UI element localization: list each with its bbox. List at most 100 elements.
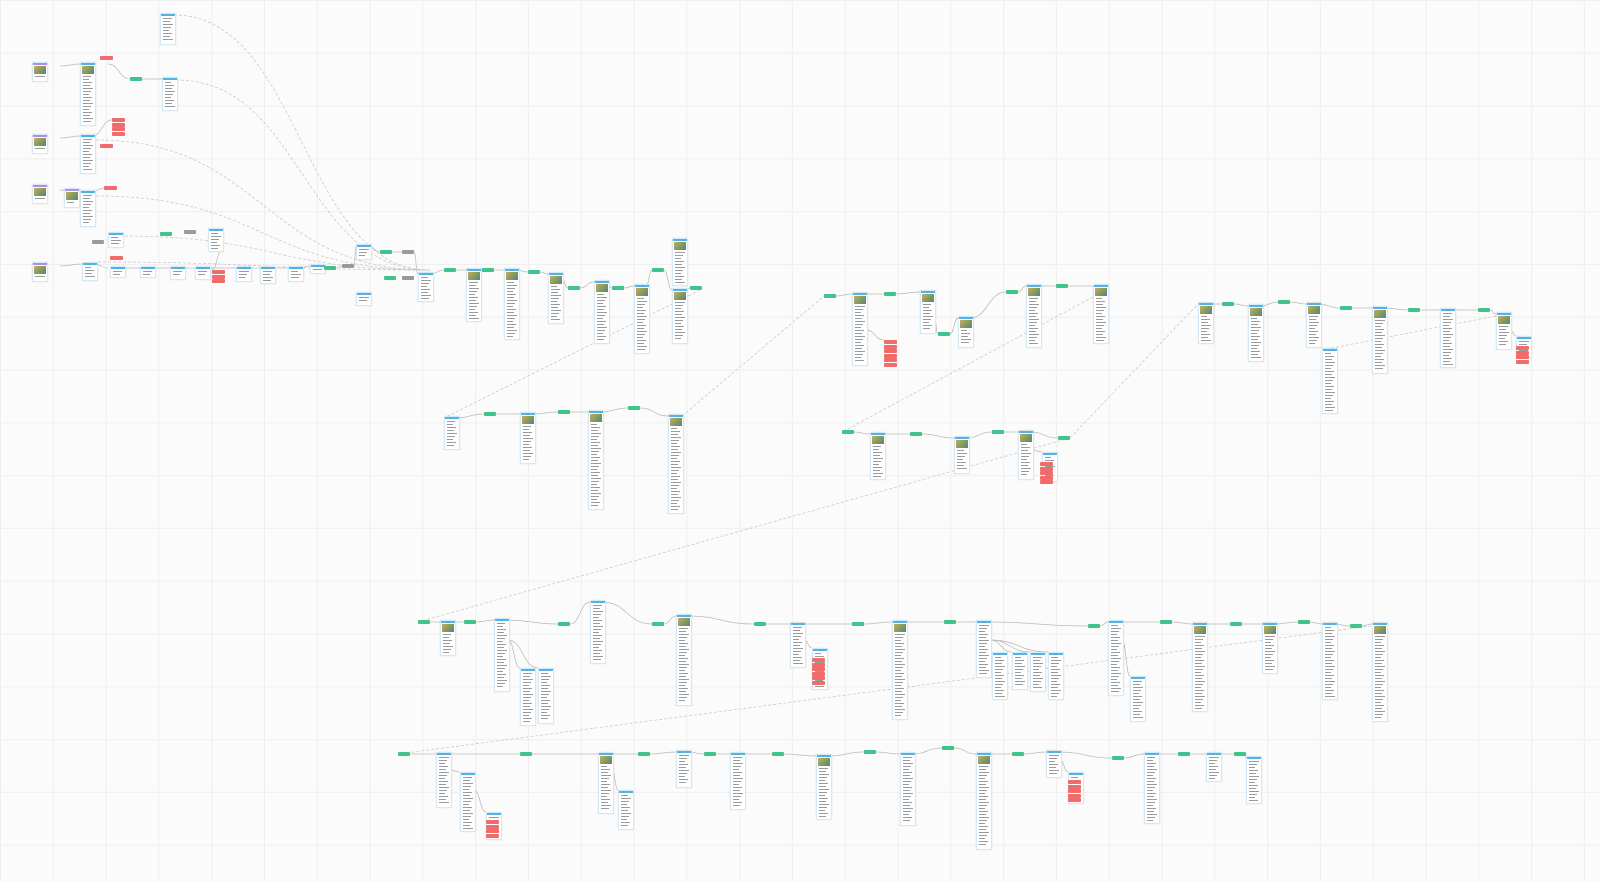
dialogue-node[interactable] — [520, 668, 536, 726]
condition-tag[interactable] — [1516, 350, 1529, 355]
choice-tag[interactable] — [1012, 752, 1024, 756]
condition-tag[interactable] — [884, 358, 897, 362]
condition-tag[interactable] — [112, 118, 125, 122]
dialogue-node[interactable] — [920, 290, 936, 334]
condition-tag[interactable] — [486, 820, 499, 824]
dialogue-node[interactable] — [594, 280, 610, 344]
dialogue-node[interactable] — [668, 414, 684, 514]
dialogue-node[interactable] — [436, 752, 452, 808]
condition-tag[interactable] — [486, 824, 499, 829]
condition-tag[interactable] — [1040, 466, 1053, 471]
choice-tag[interactable] — [418, 620, 430, 624]
condition-tag[interactable] — [1068, 798, 1081, 802]
choice-tag[interactable] — [1478, 308, 1490, 312]
condition-tag[interactable] — [1068, 793, 1081, 798]
choice-tag[interactable] — [992, 430, 1004, 434]
condition-tag[interactable] — [812, 671, 825, 676]
dialogue-node[interactable] — [466, 268, 482, 322]
choice-tag[interactable] — [398, 752, 410, 756]
condition-tag[interactable] — [486, 829, 499, 833]
choice-tag[interactable] — [942, 746, 954, 750]
dialogue-node[interactable] — [1306, 302, 1322, 348]
dialogue-node[interactable] — [170, 266, 186, 280]
condition-tag[interactable] — [1516, 346, 1529, 350]
condition-tag[interactable] — [1040, 471, 1053, 475]
entry-node[interactable] — [64, 188, 80, 208]
dialogue-node[interactable] — [676, 750, 692, 788]
condition-tag[interactable] — [212, 270, 225, 274]
dialogue-node[interactable] — [1246, 756, 1262, 804]
choice-tag[interactable] — [628, 406, 640, 410]
dialogue-node[interactable] — [1496, 312, 1512, 350]
choice-tag[interactable] — [324, 266, 336, 270]
choice-tag[interactable] — [1088, 624, 1100, 628]
condition-tag[interactable] — [212, 279, 225, 283]
dialogue-node[interactable] — [852, 292, 868, 366]
condition-tag[interactable] — [112, 127, 125, 131]
choice-tag[interactable] — [842, 430, 854, 434]
condition-tag[interactable] — [812, 658, 825, 662]
dialogue-node[interactable] — [790, 622, 806, 668]
choice-tag[interactable] — [528, 270, 540, 274]
choice-tag[interactable] — [1058, 436, 1070, 440]
dialogue-node[interactable] — [520, 412, 536, 464]
condition-tag[interactable] — [212, 274, 225, 279]
condition-tag[interactable] — [812, 662, 825, 667]
choice-tag[interactable] — [380, 250, 392, 254]
choice-tag[interactable] — [558, 622, 570, 626]
condition-tag[interactable] — [100, 144, 113, 148]
dialogue-node[interactable] — [356, 244, 372, 260]
condition-tag[interactable] — [1516, 359, 1529, 364]
dialogue-node[interactable] — [1018, 430, 1034, 480]
dialogue-node[interactable] — [730, 752, 746, 810]
dialogue-node[interactable] — [80, 62, 96, 126]
dialogue-node[interactable] — [162, 77, 178, 111]
dialogue-node[interactable] — [1206, 752, 1222, 782]
entry-node[interactable] — [32, 62, 48, 82]
dialogue-node[interactable] — [1093, 284, 1109, 344]
choice-tag[interactable] — [1340, 306, 1352, 310]
choice-tag[interactable] — [938, 332, 950, 336]
dialogue-node[interactable] — [195, 266, 211, 280]
dialogue-node[interactable] — [1192, 622, 1208, 712]
choice-tag[interactable] — [464, 620, 476, 624]
condition-tag[interactable] — [100, 56, 113, 60]
dialogue-node[interactable] — [634, 284, 650, 354]
dialogue-node[interactable] — [1026, 284, 1042, 348]
choice-tag[interactable] — [568, 286, 580, 290]
dialogue-node[interactable] — [1048, 652, 1064, 700]
dialogue-node[interactable] — [958, 316, 974, 348]
choice-tag[interactable] — [612, 286, 624, 290]
choice-tag[interactable] — [638, 752, 650, 756]
dialogue-node[interactable] — [418, 272, 434, 302]
dialogue-node[interactable] — [1030, 652, 1046, 692]
dialogue-node[interactable] — [676, 614, 692, 706]
dialogue-node[interactable] — [80, 134, 96, 174]
choice-tag[interactable] — [852, 622, 864, 626]
choice-tag[interactable] — [754, 622, 766, 626]
choice-tag[interactable] — [864, 750, 876, 754]
condition-tag[interactable] — [1068, 780, 1081, 784]
choice-tag[interactable] — [1056, 284, 1068, 288]
choice-tag[interactable] — [704, 752, 716, 756]
dialogue-node[interactable] — [816, 754, 832, 820]
dialogue-node[interactable] — [672, 238, 688, 286]
dialogue-node[interactable] — [954, 436, 970, 474]
dialogue-node[interactable] — [1108, 620, 1124, 696]
dialogue-node[interactable] — [892, 620, 908, 720]
choice-tag[interactable] — [1222, 302, 1234, 306]
dialogue-node[interactable] — [1322, 348, 1338, 414]
choice-tag[interactable] — [1112, 756, 1124, 760]
condition-tag[interactable] — [1040, 475, 1053, 480]
condition-tag[interactable] — [112, 122, 125, 127]
condition-tag[interactable] — [1068, 789, 1081, 793]
condition-tag[interactable] — [1040, 462, 1053, 466]
dialogue-node[interactable] — [1262, 622, 1278, 674]
choice-tag[interactable] — [772, 752, 784, 756]
dialogue-node[interactable] — [1372, 622, 1388, 722]
condition-tag[interactable] — [884, 362, 897, 367]
choice-tag[interactable] — [652, 268, 664, 272]
choice-tag[interactable] — [558, 410, 570, 414]
dialogue-node[interactable] — [548, 272, 564, 324]
dialogue-node[interactable] — [460, 772, 476, 832]
